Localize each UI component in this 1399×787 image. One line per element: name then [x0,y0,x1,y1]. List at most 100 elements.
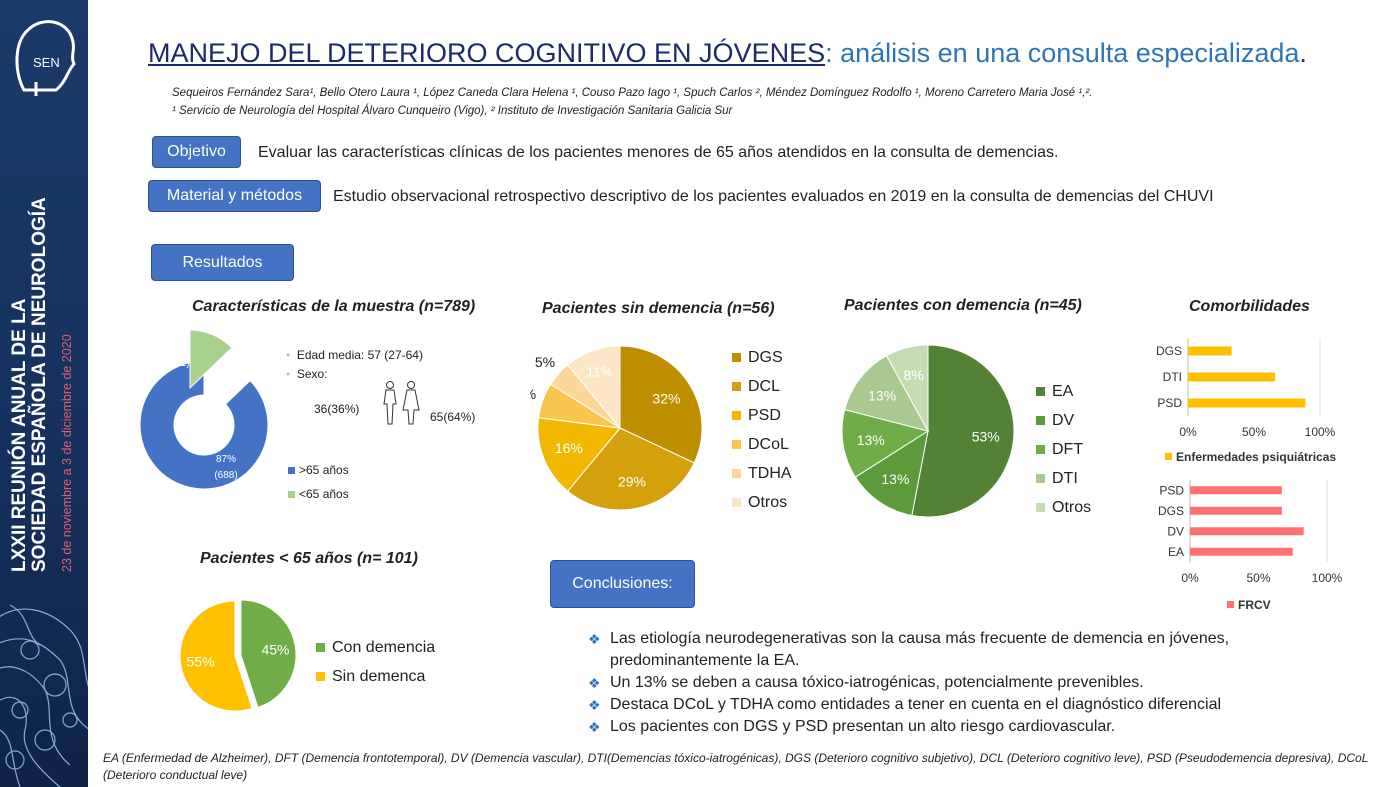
pie-slice [619,345,703,464]
footnote: EA (Enfermedad de Alzheimer), DFT (Demen… [103,751,1369,782]
objetivo-text: Evaluar las características clínicas de … [258,144,1059,161]
data-label: 87% [216,454,236,465]
tick-label: 0% [1179,425,1197,439]
pie-slice [854,429,929,517]
chart-muestra: 87% (688) 13% (101) [139,330,269,490]
pie-slice [841,409,930,478]
legend-muestra: >65 años <65 años [288,458,349,506]
bar [1188,346,1232,356]
legend-swatch [316,643,325,652]
pie-slice [567,427,695,511]
mujeres-count: 65(64%) [430,410,476,424]
conclusiones-button: Conclusiones: [550,560,695,608]
sexo-label: Sexo: [296,367,328,381]
legend-item: TDHA [748,465,792,482]
pie-slice [567,345,621,430]
legend-item: Enfermedades psiquiátricas [1176,450,1336,464]
data-label: 29% [618,474,646,490]
data-label: 11% [586,364,613,380]
legend-item: DCL [748,378,780,395]
tick-label: EA [1168,545,1184,559]
data-label: 5% [535,354,555,370]
legend-swatch [732,353,741,362]
data-label: 45% [261,642,289,658]
tick-label: 0% [1181,571,1199,585]
legend-swatch [732,382,741,391]
legend-swatch [1036,503,1045,512]
bar [1190,486,1282,495]
chart-frcv: PSD DGS DV EA 0% 50% 100% FRCV [1158,480,1343,612]
pie-slice [844,354,929,432]
data-label: 13% [168,342,188,353]
people-icon [383,381,420,425]
tick-label: PSD [1157,396,1182,410]
legend-swatch [1227,601,1234,608]
conclusiones-list: ❖ Las etiología neurodegenerativas son la… [588,628,1290,738]
legend-item: Con demencia [332,639,435,656]
authors: Sequeiros Fernández Sara¹, Bello Otero L… [172,84,1092,120]
tick-label: 100% [1312,571,1343,585]
legend-item: DTI [1052,470,1078,487]
brain-decoration-icon [0,604,88,787]
pie-slice [240,599,297,708]
list-item: ❖ Un 13% se deben a causa tóxico-iatrogén… [588,672,1290,694]
data-label: 16% [555,440,583,456]
pie-slice [911,344,1015,518]
chart-menores65: 45% 55% Con demencia Sin demenca [179,599,435,712]
tick-label: PSD [1159,483,1184,497]
metodos-text: Estudio observacional retrospectivo desc… [333,188,1214,205]
pie-slice [537,417,621,492]
hombres-count: 36(36%) [314,402,360,416]
data-label: (688) [214,470,237,481]
list-item: ❖ Destaca DCoL y TDHA como entidades a te… [588,694,1290,716]
sample-info: • Edad media: 57 (27-64) • Sexo: [286,348,423,381]
legend-item: FRCV [1238,598,1271,612]
data-label: 53% [972,428,1000,444]
pie-slice [139,360,269,490]
legend-swatch [1036,474,1045,483]
legend-swatch [732,411,741,420]
legend-swatch [1036,387,1045,396]
legend-item: DGS [748,349,783,366]
data-label: 13% [857,432,885,448]
legend-item: DFT [1052,441,1083,458]
metodos-button: Material y métodos [148,180,321,212]
tick-label: DV [1167,524,1184,538]
chart-title-menores65: Pacientes < 65 años (n= 101) [200,550,418,567]
data-label: 55% [186,653,214,669]
diamond-bullet-icon: ❖ [588,697,601,713]
resultados-button: Resultados [151,244,294,281]
bar [1190,506,1282,515]
list-item: ❖ Las etiología neurodegenerativas son la… [588,630,1230,669]
legend-item: <65 años [299,487,349,501]
author-affiliations: ¹ Servicio de Neurología del Hospital Ál… [172,105,733,117]
legend-swatch [732,469,741,478]
poster-title: MANEJO DEL DETERIORO COGNITIVO EN JÓVENE… [148,38,1307,68]
chart-con-demencia: 53% 13% 13% 13% 8% EA DV DFT DTI Otros [841,344,1091,518]
bar [1188,398,1306,408]
legend-swatch [1036,445,1045,454]
sen-logo-icon: SEN [15,20,76,96]
tick-label: 50% [1242,425,1266,439]
data-label: (101) [166,358,189,369]
chart-psiquiatricas: DGS DTI PSD 0% 50% 100% Enfermedades psiquiátr… [1156,338,1336,464]
legend-item: DV [1052,412,1075,429]
edad-media: Edad media: 57 (27-64) [296,348,423,362]
data-label: 7% [530,386,536,402]
event-dates: 23 de noviembre a 3 de diciembre de 2020 [60,334,74,572]
tick-label: DTI [1163,370,1182,384]
bar [1190,527,1304,536]
data-label: 13% [868,387,896,403]
legend-item: Otros [748,494,787,511]
diamond-bullet-icon: ❖ [588,719,601,735]
data-label: 8% [903,367,923,383]
chart-title-muestra: Características de la muestra (n=789) [192,298,476,315]
objetivo-button: Objetivo [152,136,241,168]
bar [1190,547,1293,556]
pie-slice [189,330,233,390]
legend-item: DCoL [748,436,789,453]
diamond-bullet-icon: ❖ [588,631,601,647]
legend-item: PSD [748,407,781,424]
pie-slice [179,600,253,712]
event-title: LXXII REUNIÓN ANUAL DE LA SOCIEDAD ESPAÑ… [9,197,50,572]
